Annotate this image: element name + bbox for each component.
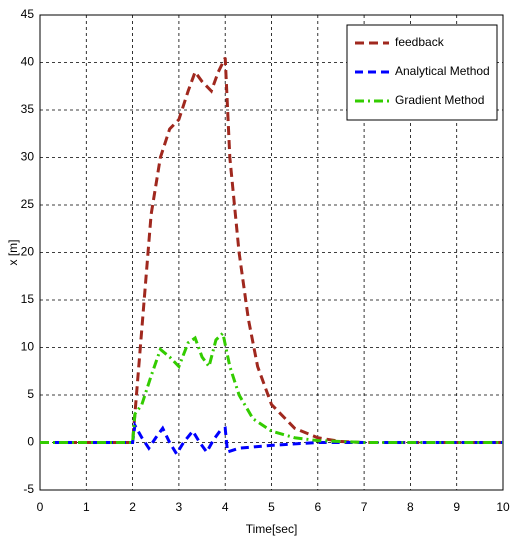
y-tick-label: 40	[21, 55, 35, 69]
legend-label: Gradient Method	[395, 93, 484, 107]
data-line	[40, 330, 503, 444]
y-tick-label: -5	[23, 482, 34, 496]
y-tick-label: 20	[21, 245, 35, 259]
x-tick-label: 7	[361, 500, 368, 514]
y-axis-label: x [m]	[6, 240, 20, 266]
x-axis-label: Time[sec]	[246, 522, 298, 536]
y-tick-label: 5	[27, 387, 34, 401]
y-tick-label: 10	[21, 340, 35, 354]
x-tick-label: 2	[129, 500, 136, 514]
x-tick-label: 3	[176, 500, 183, 514]
y-tick-label: 35	[21, 102, 35, 116]
x-tick-label: 9	[453, 500, 460, 514]
y-tick-label: 30	[21, 150, 35, 164]
data-line	[40, 57, 503, 444]
x-tick-label: 4	[222, 500, 229, 514]
y-tick-label: 15	[21, 292, 35, 306]
data-line	[40, 420, 503, 457]
x-tick-label: 10	[496, 500, 510, 514]
x-tick-label: 5	[268, 500, 275, 514]
x-tick-label: 8	[407, 500, 414, 514]
x-tick-label: 0	[37, 500, 44, 514]
x-tick-label: 6	[314, 500, 321, 514]
y-tick-label: 0	[27, 435, 34, 449]
y-tick-label: 25	[21, 197, 35, 211]
plot-frame	[39, 14, 504, 491]
legend-label: Analytical Method	[395, 64, 490, 78]
x-tick-label: 1	[83, 500, 90, 514]
y-tick-label: 45	[21, 7, 35, 21]
legend-label: feedback	[395, 35, 445, 49]
